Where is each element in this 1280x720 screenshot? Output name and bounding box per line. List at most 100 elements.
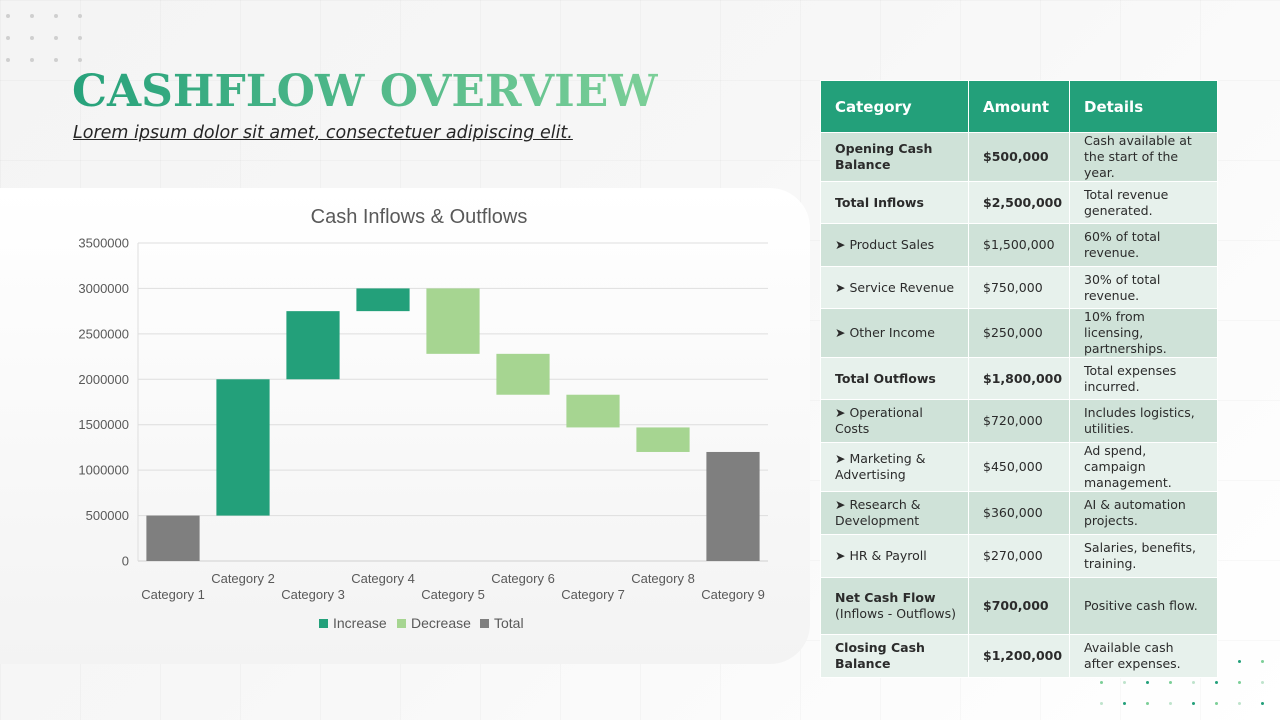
- category-label: ➤ Research & Development: [835, 497, 921, 528]
- cell-category: Closing Cash Balance: [820, 634, 969, 678]
- cell-amount: $360,000: [968, 491, 1070, 535]
- cell-amount: $720,000: [968, 399, 1070, 443]
- cell-details: 60% of total revenue.: [1069, 223, 1218, 267]
- x-tick-label: Category 5: [421, 587, 485, 602]
- decorative-dot: [1215, 702, 1218, 705]
- cell-details: 30% of total revenue.: [1069, 266, 1218, 309]
- table-row: Closing Cash Balance $1,200,000 Available …: [820, 634, 1218, 678]
- cell-amount: $450,000: [968, 442, 1070, 492]
- bar-decrease: [566, 394, 620, 428]
- y-tick-label: 1500000: [78, 417, 129, 432]
- cell-details: AI & automation projects.: [1069, 491, 1218, 535]
- chart-title: Cash Inflows & Outflows: [311, 206, 528, 228]
- legend-swatch-decrease: [397, 619, 406, 628]
- table-row: Net Cash Flow (Inflows - Outflows) $700,00…: [820, 577, 1218, 635]
- y-tick-label: 0: [122, 554, 129, 569]
- table-row: ➤ Service Revenue $750,000 30% of total re…: [820, 266, 1218, 309]
- decorative-dot: [30, 58, 34, 62]
- table-row: ➤ Other Income $250,000 10% from licensing…: [820, 308, 1218, 358]
- decorative-dot: [30, 14, 34, 18]
- category-label: ➤ HR & Payroll: [835, 548, 927, 563]
- decorative-dot: [1238, 660, 1241, 663]
- chart-card: [0, 188, 810, 664]
- category-label: ➤ Operational Costs: [835, 405, 923, 436]
- y-tick-label: 2000000: [78, 372, 129, 387]
- table-row: Total Outflows $1,800,000 Total expenses i…: [820, 357, 1218, 400]
- legend-label-decrease: Decrease: [411, 615, 471, 631]
- category-label: Total Outflows: [835, 370, 936, 386]
- x-tick-label: Category 3: [281, 587, 345, 602]
- decorative-dot: [1169, 702, 1172, 705]
- decorative-dot: [1192, 702, 1195, 705]
- category-label: ➤ Other Income: [835, 325, 935, 340]
- header-details: Details: [1069, 80, 1218, 133]
- category-label: ➤ Product Sales: [835, 237, 935, 252]
- cell-category: ➤ HR & Payroll: [820, 534, 969, 578]
- decorative-dot: [6, 58, 10, 62]
- cell-details: Includes logistics, utilities.: [1069, 399, 1218, 443]
- decorative-dot: [1192, 681, 1195, 684]
- decorative-dot: [1169, 681, 1172, 684]
- legend-label-increase: Increase: [333, 615, 387, 631]
- cell-details: Salaries, benefits, training.: [1069, 534, 1218, 578]
- cell-amount: $2,500,000: [968, 181, 1070, 224]
- x-tick-label: Category 4: [351, 571, 415, 586]
- y-tick-label: 3000000: [78, 281, 129, 296]
- table-row: ➤ Research & Development $360,000 AI & aut…: [820, 491, 1218, 535]
- decorative-dot: [1238, 681, 1241, 684]
- cell-category: Opening Cash Balance: [820, 132, 969, 182]
- cell-details: Positive cash flow.: [1069, 577, 1218, 635]
- category-note: (Inflows - Outflows): [835, 606, 956, 621]
- y-tick-label: 3500000: [78, 236, 129, 251]
- decorative-dot: [78, 58, 82, 62]
- cell-amount: $1,800,000: [968, 357, 1070, 400]
- table-row: ➤ Marketing & Advertising $450,000 Ad spen…: [820, 442, 1218, 492]
- cashflow-table: Category Amount Details Opening Cash Bal…: [820, 80, 1218, 678]
- cell-amount: $700,000: [968, 577, 1070, 635]
- cell-details: Total revenue generated.: [1069, 181, 1218, 224]
- decorative-dot: [1123, 702, 1126, 705]
- decorative-dots-top-left: [6, 14, 90, 70]
- bar-total: [706, 451, 760, 561]
- table-row: Opening Cash Balance $500,000 Cash availab…: [820, 132, 1218, 182]
- category-label: Total Inflows: [835, 194, 924, 210]
- page-subtitle: Lorem ipsum dolor sit amet, consectetuer…: [73, 123, 573, 143]
- cell-category: Net Cash Flow (Inflows - Outflows): [820, 577, 969, 635]
- cell-amount: $500,000: [968, 132, 1070, 182]
- cell-amount: $1,200,000: [968, 634, 1070, 678]
- decorative-dot: [78, 14, 82, 18]
- x-tick-label: Category 9: [701, 587, 765, 602]
- legend-swatch-total: [480, 619, 489, 628]
- cell-category: ➤ Service Revenue: [820, 266, 969, 309]
- cell-category: ➤ Other Income: [820, 308, 969, 358]
- waterfall-chart: Cash Inflows & Outflows 0 500000 1000000 15…: [78, 206, 768, 631]
- decorative-dot: [1146, 681, 1149, 684]
- cell-details: Cash available at the start of the year.: [1069, 132, 1218, 182]
- bar-decrease: [496, 353, 550, 395]
- decorative-dot: [6, 36, 10, 40]
- decorative-dot: [1123, 681, 1126, 684]
- cell-category: Total Outflows: [820, 357, 969, 400]
- cell-category: ➤ Operational Costs: [820, 399, 969, 443]
- table-header-row: Category Amount Details: [820, 80, 1218, 133]
- bar-increase: [356, 288, 410, 312]
- decorative-dot: [54, 14, 58, 18]
- y-tick-label: 500000: [86, 508, 129, 523]
- cell-details: Available cash after expenses.: [1069, 634, 1218, 678]
- bar-increase: [286, 311, 340, 380]
- cell-category: Total Inflows: [820, 181, 969, 224]
- y-tick-label: 1000000: [78, 463, 129, 478]
- x-tick-label: Category 7: [561, 587, 625, 602]
- cell-category: ➤ Research & Development: [820, 491, 969, 535]
- x-tick-label: Category 8: [631, 571, 695, 586]
- y-tick-label: 2500000: [78, 326, 129, 341]
- table-row: ➤ HR & Payroll $270,000 Salaries, benefits…: [820, 534, 1218, 578]
- page-title: CASHFLOW OVERVIEW: [72, 66, 658, 117]
- decorative-dot: [54, 58, 58, 62]
- cell-details: 10% from licensing, partnerships.: [1069, 308, 1218, 358]
- table-row: ➤ Product Sales $1,500,000 60% of total re…: [820, 223, 1218, 267]
- category-label: Opening Cash Balance: [835, 141, 933, 172]
- header-category: Category: [820, 80, 969, 133]
- header-amount: Amount: [968, 80, 1070, 133]
- cell-amount: $250,000: [968, 308, 1070, 358]
